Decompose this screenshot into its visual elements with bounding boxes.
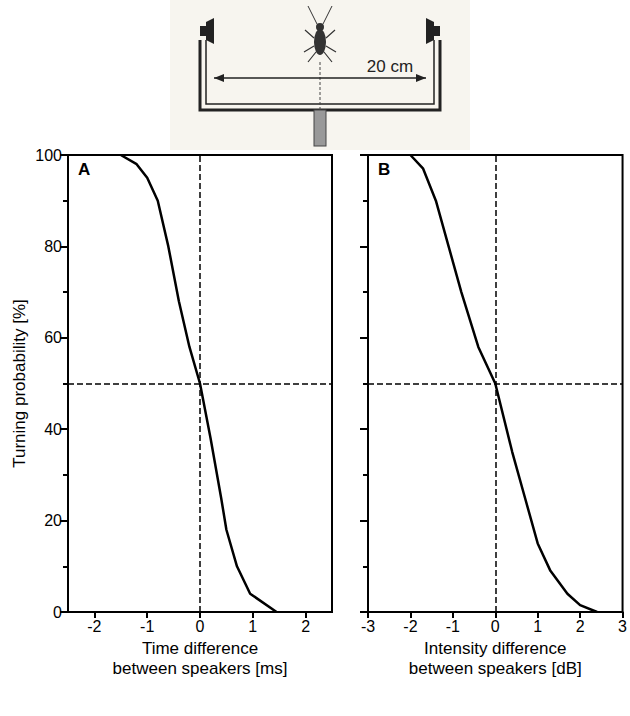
svg-text:80: 80 — [44, 238, 62, 255]
svg-text:Time difference: Time difference — [142, 639, 258, 658]
svg-text:B: B — [378, 160, 390, 179]
svg-text:between speakers [ms]: between speakers [ms] — [113, 659, 288, 678]
svg-text:2: 2 — [576, 618, 585, 635]
svg-text:1: 1 — [533, 618, 542, 635]
svg-text:-2: -2 — [87, 618, 101, 635]
svg-text:40: 40 — [44, 421, 62, 438]
svg-text:20: 20 — [44, 512, 62, 529]
svg-text:-1: -1 — [446, 618, 460, 635]
svg-text:Intensity difference: Intensity difference — [424, 639, 566, 658]
svg-text:A: A — [78, 160, 90, 179]
svg-text:3: 3 — [618, 618, 627, 635]
svg-text:100: 100 — [35, 147, 62, 164]
svg-text:Turning probability [%]: Turning probability [%] — [10, 299, 29, 468]
svg-text:60: 60 — [44, 329, 62, 346]
svg-text:2: 2 — [301, 618, 310, 635]
svg-text:0: 0 — [53, 604, 62, 621]
svg-text:0: 0 — [196, 618, 205, 635]
svg-text:-2: -2 — [403, 618, 417, 635]
svg-text:-3: -3 — [361, 618, 375, 635]
svg-text:0: 0 — [491, 618, 500, 635]
svg-text:-1: -1 — [140, 618, 154, 635]
svg-text:20 cm: 20 cm — [367, 57, 413, 76]
svg-text:between speakers [dB]: between speakers [dB] — [409, 659, 582, 678]
svg-text:1: 1 — [248, 618, 257, 635]
